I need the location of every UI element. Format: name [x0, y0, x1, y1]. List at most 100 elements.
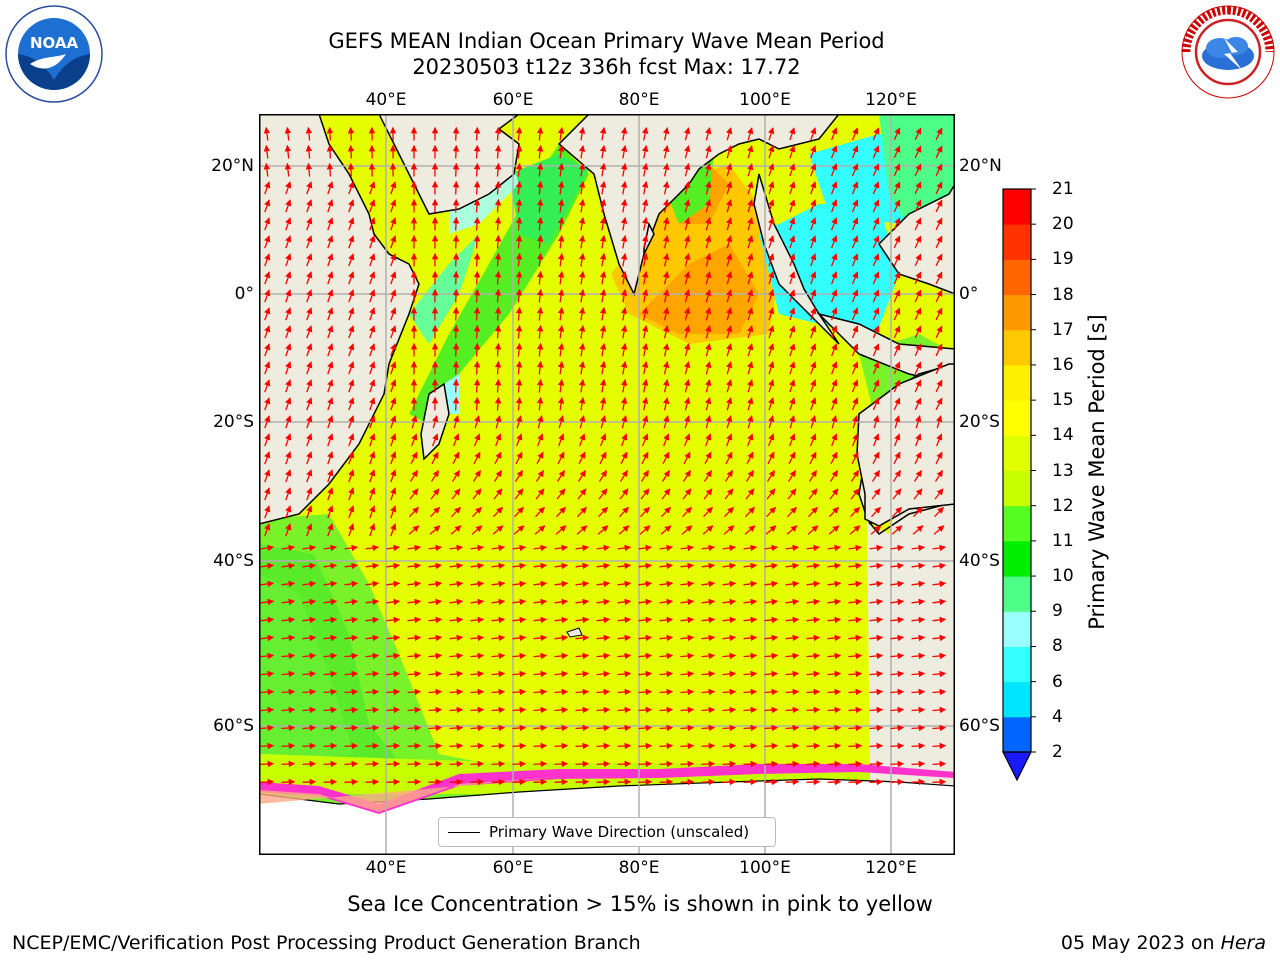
wave-vector	[747, 271, 754, 285]
lat-label-left-60s: 60°S	[213, 716, 254, 736]
wave-vector	[893, 379, 901, 393]
svg-text:NOAA: NOAA	[30, 34, 79, 52]
wave-vector	[912, 525, 924, 535]
wave-vector	[641, 306, 649, 321]
wave-vector	[557, 288, 565, 303]
wave-vector	[365, 562, 380, 570]
wave-vector	[473, 234, 481, 249]
wave-vector	[869, 706, 884, 714]
wave-vector	[827, 652, 842, 660]
wave-vector	[306, 469, 313, 483]
wave-vector	[449, 706, 464, 714]
wave-vector	[659, 706, 674, 714]
wave-vector	[557, 180, 565, 195]
wave-vector	[452, 126, 460, 141]
wave-vector	[408, 525, 420, 535]
wave-vector	[470, 670, 485, 678]
wave-vector	[474, 415, 481, 429]
wave-vector	[893, 325, 901, 339]
wave-vector	[620, 306, 628, 321]
wave-vector	[536, 126, 544, 141]
wave-vector	[747, 217, 754, 231]
wave-vector	[599, 433, 607, 447]
wave-vector	[285, 289, 292, 303]
wave-vector	[911, 706, 926, 714]
wave-vector	[407, 760, 422, 768]
wave-vector	[264, 199, 271, 213]
wave-vector	[640, 506, 650, 518]
wave-vector	[766, 506, 776, 518]
wave-vector	[473, 162, 481, 177]
wave-vector	[533, 580, 548, 588]
wave-vector	[851, 163, 859, 177]
wave-vector	[348, 397, 355, 411]
wave-vector	[659, 742, 674, 750]
wave-vector	[554, 616, 569, 624]
wave-vector	[302, 544, 317, 552]
wave-vector	[932, 706, 947, 714]
wave-vector	[827, 724, 842, 732]
wave-vector	[726, 145, 733, 159]
wave-vector	[766, 469, 776, 482]
wave-vector	[890, 760, 905, 768]
wave-vector	[302, 742, 317, 750]
wave-vector	[344, 580, 359, 588]
wave-vector	[327, 235, 334, 249]
wave-vector	[386, 562, 401, 570]
wave-vector	[641, 360, 649, 375]
wave-vector	[535, 469, 545, 482]
wave-vector	[365, 616, 380, 624]
wave-vector	[516, 415, 523, 429]
wave-vector	[536, 324, 544, 339]
wave-vector	[365, 688, 380, 696]
wave-vector	[869, 544, 884, 552]
wave-vector	[662, 307, 670, 321]
wave-vector	[302, 670, 317, 678]
wave-vector	[326, 126, 334, 141]
wave-vector	[848, 598, 863, 606]
wave-vector	[557, 306, 565, 321]
wave-vector	[327, 271, 334, 285]
wave-vector	[893, 307, 901, 321]
wave-vector	[578, 433, 586, 447]
wave-vector	[661, 506, 671, 518]
lon-label-bottom-60e: 60°E	[492, 858, 534, 878]
australia	[856, 363, 954, 527]
wave-vector	[641, 216, 649, 231]
wave-vector	[806, 778, 821, 786]
wave-vector	[470, 724, 485, 732]
wave-vector	[682, 469, 692, 482]
wave-vector	[851, 271, 859, 285]
wave-vector	[827, 598, 842, 606]
wave-vector	[306, 199, 313, 213]
wave-vector	[578, 396, 586, 411]
wave-vector	[641, 126, 649, 141]
wave-vector	[386, 652, 401, 660]
wave-vector	[536, 180, 544, 195]
wave-vector	[935, 361, 943, 375]
wave-vector	[534, 525, 546, 535]
wave-vector	[264, 343, 271, 357]
wave-vector	[851, 217, 859, 231]
wave-vector	[344, 688, 359, 696]
wave-vector	[787, 469, 797, 482]
wave-vector	[789, 289, 796, 303]
wave-vector	[557, 378, 565, 393]
wave-vector	[407, 580, 422, 588]
wave-vector	[369, 487, 376, 501]
wave-vector	[348, 451, 355, 465]
wave-vector	[869, 580, 884, 588]
wave-vector	[558, 415, 565, 429]
wave-vector	[348, 523, 355, 537]
wave-vector	[285, 487, 292, 501]
wave-vector	[788, 451, 796, 465]
wave-vector	[554, 580, 569, 588]
wave-vector	[578, 451, 586, 465]
wave-vector	[662, 235, 670, 249]
wave-vector	[470, 760, 485, 768]
wave-vector	[302, 580, 317, 588]
wave-vector	[831, 415, 838, 429]
wave-vector	[639, 525, 651, 535]
wave-vector	[491, 634, 506, 642]
wave-vector	[810, 397, 817, 411]
